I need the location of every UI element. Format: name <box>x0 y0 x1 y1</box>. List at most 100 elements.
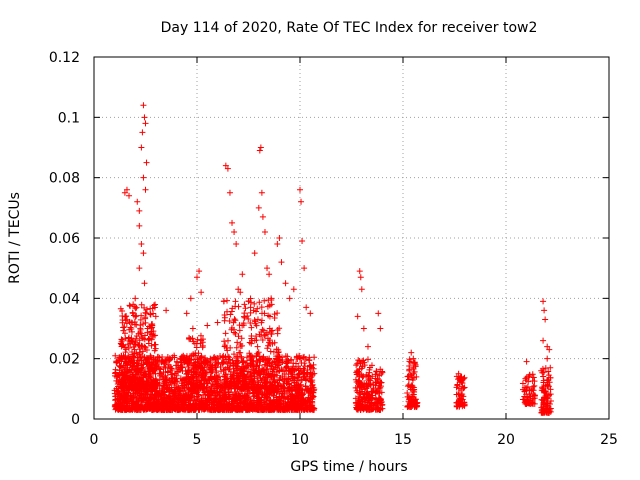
data-point <box>290 377 297 384</box>
data-point <box>222 330 229 337</box>
data-point <box>136 222 143 229</box>
data-point <box>278 259 285 266</box>
x-axis-label: GPS time / hours <box>290 459 407 475</box>
chart-title: Day 114 of 2020, Rate Of TEC Index for r… <box>161 20 538 36</box>
data-point <box>302 355 309 362</box>
data-point <box>128 400 135 407</box>
data-point <box>285 394 292 401</box>
data-point <box>241 301 248 308</box>
data-point <box>152 392 159 399</box>
data-point <box>148 394 155 401</box>
data-point <box>239 358 246 365</box>
data-point <box>112 370 119 377</box>
data-point <box>262 392 269 399</box>
data-point <box>171 354 178 361</box>
data-point <box>186 367 193 374</box>
data-point <box>137 406 144 413</box>
data-point <box>297 355 304 362</box>
data-point <box>303 304 310 311</box>
data-point <box>281 406 288 413</box>
data-point <box>207 355 214 362</box>
x-tick-label: 0 <box>90 432 99 448</box>
data-point <box>259 391 266 398</box>
data-point <box>229 219 236 226</box>
data-point <box>299 238 306 245</box>
data-point <box>206 397 213 404</box>
data-point <box>239 271 246 278</box>
data-point <box>364 343 371 350</box>
data-point <box>242 305 249 312</box>
data-point <box>214 319 221 326</box>
data-point <box>523 358 530 365</box>
data-point <box>303 377 310 384</box>
data-point <box>242 395 249 402</box>
data-point <box>276 235 283 241</box>
data-point <box>117 406 124 413</box>
data-point <box>377 325 384 332</box>
data-point <box>279 390 286 397</box>
data-point <box>291 366 298 373</box>
data-point <box>169 371 176 378</box>
data-point <box>298 397 305 404</box>
data-point <box>155 353 162 360</box>
data-point <box>201 376 208 383</box>
data-point <box>177 388 184 395</box>
data-point <box>177 397 184 404</box>
data-point <box>296 370 303 377</box>
data-point <box>272 361 279 368</box>
data-point <box>165 395 172 402</box>
data-point <box>160 382 167 389</box>
data-point <box>145 355 152 362</box>
data-point <box>231 404 238 411</box>
data-point <box>288 391 295 398</box>
data-point <box>130 394 137 401</box>
data-point <box>183 310 190 317</box>
data-point <box>290 363 297 370</box>
data-point <box>300 367 307 374</box>
data-point <box>231 396 238 403</box>
data-point <box>132 406 139 413</box>
data-point <box>251 317 258 324</box>
data-point <box>295 381 302 388</box>
data-point <box>289 388 296 395</box>
data-point <box>158 371 165 378</box>
data-point <box>290 286 297 293</box>
data-point <box>309 396 316 403</box>
data-point <box>142 406 149 413</box>
data-point <box>155 405 162 412</box>
y-tick-label: 0.08 <box>49 171 80 187</box>
data-point <box>204 391 211 398</box>
data-point <box>306 388 313 395</box>
data-point <box>181 384 188 391</box>
data-point <box>165 402 172 409</box>
data-point <box>226 393 233 400</box>
data-point <box>184 370 190 377</box>
data-point <box>232 298 239 305</box>
data-point <box>241 310 248 317</box>
data-point <box>259 406 266 413</box>
data-point <box>181 406 188 413</box>
data-point <box>295 388 302 395</box>
data-point <box>228 402 235 409</box>
data-point <box>210 381 217 388</box>
data-point <box>143 306 150 313</box>
data-point <box>253 389 260 396</box>
data-point <box>149 406 156 413</box>
data-point <box>307 389 314 396</box>
data-point <box>217 395 224 402</box>
data-point <box>135 403 142 410</box>
data-point <box>258 189 265 196</box>
x-tick-label: 25 <box>600 432 618 448</box>
data-point <box>138 301 145 308</box>
data-point <box>185 391 192 398</box>
data-point <box>357 274 364 281</box>
y-tick-label: 0.04 <box>49 291 80 307</box>
data-point <box>286 295 293 302</box>
data-point <box>115 395 122 402</box>
data-point <box>293 399 300 406</box>
data-point <box>214 374 221 381</box>
data-point <box>356 268 363 275</box>
data-point <box>152 341 159 348</box>
data-point <box>281 393 288 400</box>
